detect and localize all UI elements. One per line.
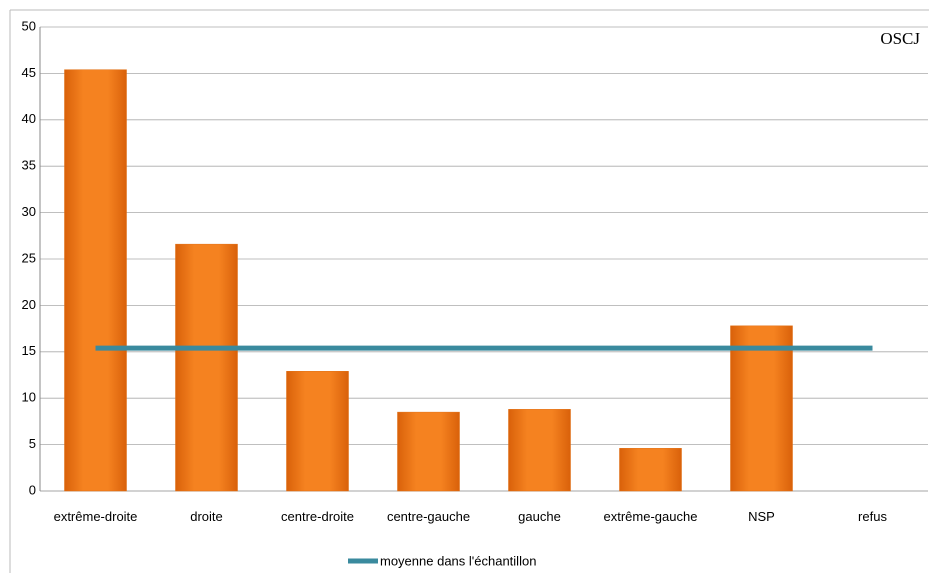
y-tick-label: 45 [22, 65, 36, 80]
y-tick-label: 40 [22, 111, 36, 126]
x-tick-label: extrême-gauche [603, 509, 698, 524]
y-tick-label: 5 [29, 436, 36, 451]
x-tick-label: centre-gauche [386, 509, 471, 524]
y-tick-label: 25 [22, 250, 36, 265]
y-tick-label: 50 [22, 18, 36, 33]
bar [286, 371, 349, 492]
bar [730, 325, 793, 492]
y-tick-label: 10 [22, 390, 36, 405]
bar [64, 69, 127, 492]
legend-label: moyenne dans l'échantillon [380, 553, 536, 568]
x-tick-label: gauche [518, 509, 561, 524]
x-tick-label: NSP [748, 509, 775, 524]
y-tick-label: 30 [22, 204, 36, 219]
x-tick-label: droite [190, 509, 223, 524]
y-tick-label: 20 [22, 297, 36, 312]
bar [175, 243, 238, 492]
bar [397, 411, 460, 492]
logo: OSCJ [880, 29, 920, 48]
x-tick-label: centre-droite [281, 509, 354, 524]
y-tick-label: 15 [22, 343, 36, 358]
bar [619, 448, 682, 492]
x-tick-label: extrême-droite [53, 509, 138, 524]
bar [508, 409, 571, 492]
y-tick-label: 0 [29, 482, 36, 497]
x-tick-label: refus [858, 509, 887, 524]
y-tick-label: 35 [22, 158, 36, 173]
